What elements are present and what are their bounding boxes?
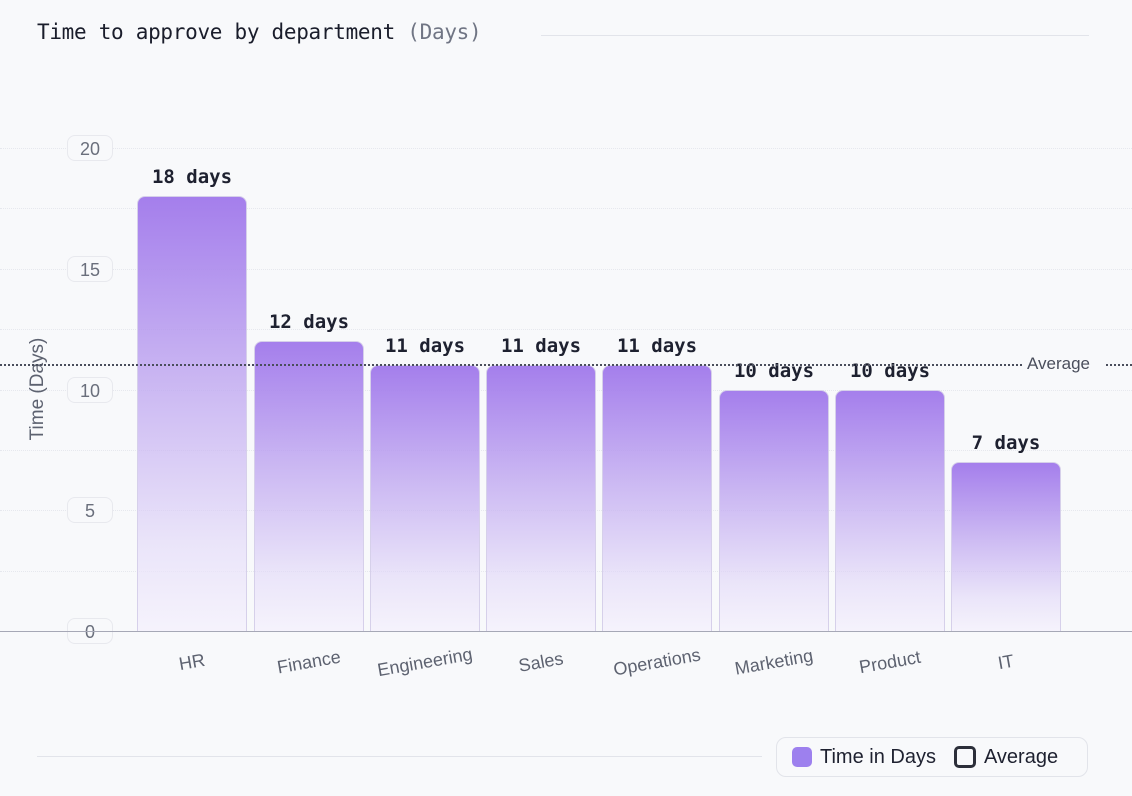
gridline bbox=[0, 148, 1132, 149]
legend-swatch-time-in-days[interactable] bbox=[792, 747, 812, 767]
y-axis-label: Time (Days) bbox=[27, 337, 48, 441]
x-tick-label: Sales bbox=[517, 648, 565, 676]
bar-value-label: 18 days bbox=[151, 166, 233, 188]
legend-item-average[interactable]: Average bbox=[983, 745, 1059, 768]
legend: Time in Days Average bbox=[776, 737, 1088, 777]
legend-item-time-in-days[interactable]: Time in Days bbox=[820, 745, 936, 768]
bar-sales[interactable] bbox=[486, 365, 596, 631]
bar-marketing[interactable] bbox=[719, 390, 829, 631]
x-tick-label: IT bbox=[996, 650, 1016, 674]
y-tick-label: 5 bbox=[67, 497, 113, 523]
chart-title-text: Time to approve by department bbox=[37, 20, 395, 44]
average-line-label: Average bbox=[1027, 354, 1091, 373]
x-axis-line bbox=[0, 631, 1132, 632]
average-line bbox=[0, 364, 1022, 366]
bar-engineering[interactable] bbox=[370, 365, 480, 631]
x-tick-label: HR bbox=[177, 649, 207, 675]
bar-product[interactable] bbox=[835, 390, 945, 631]
bar-value-label: 11 days bbox=[616, 335, 698, 357]
bar-hr[interactable] bbox=[137, 196, 247, 631]
y-tick-label: 10 bbox=[67, 377, 113, 403]
title-divider bbox=[541, 35, 1089, 36]
gridline bbox=[0, 208, 1132, 209]
y-tick-label: 20 bbox=[67, 135, 113, 161]
average-line-tail bbox=[1106, 364, 1132, 366]
x-tick-label: Product bbox=[857, 646, 923, 678]
gridline bbox=[0, 269, 1132, 270]
bar-value-label: 7 days bbox=[971, 432, 1041, 454]
y-tick-label: 15 bbox=[67, 256, 113, 282]
legend-swatch-average[interactable] bbox=[953, 746, 976, 768]
bar-it[interactable] bbox=[951, 462, 1061, 631]
x-tick-label: Engineering bbox=[375, 643, 474, 681]
x-tick-label: Finance bbox=[275, 646, 343, 678]
bar-value-label: 11 days bbox=[500, 335, 582, 357]
chart-title: Time to approve by department (Days) bbox=[37, 20, 482, 44]
bar-finance[interactable] bbox=[254, 341, 364, 631]
legend-divider bbox=[37, 756, 762, 757]
chart-title-unit: (Days) bbox=[407, 20, 482, 44]
bar-value-label: 12 days bbox=[268, 311, 350, 333]
bar-value-label: 11 days bbox=[384, 335, 466, 357]
x-tick-label: Marketing bbox=[733, 645, 815, 679]
gridline bbox=[0, 329, 1132, 330]
bar-operations[interactable] bbox=[602, 365, 712, 631]
x-tick-label: Operations bbox=[611, 644, 703, 680]
